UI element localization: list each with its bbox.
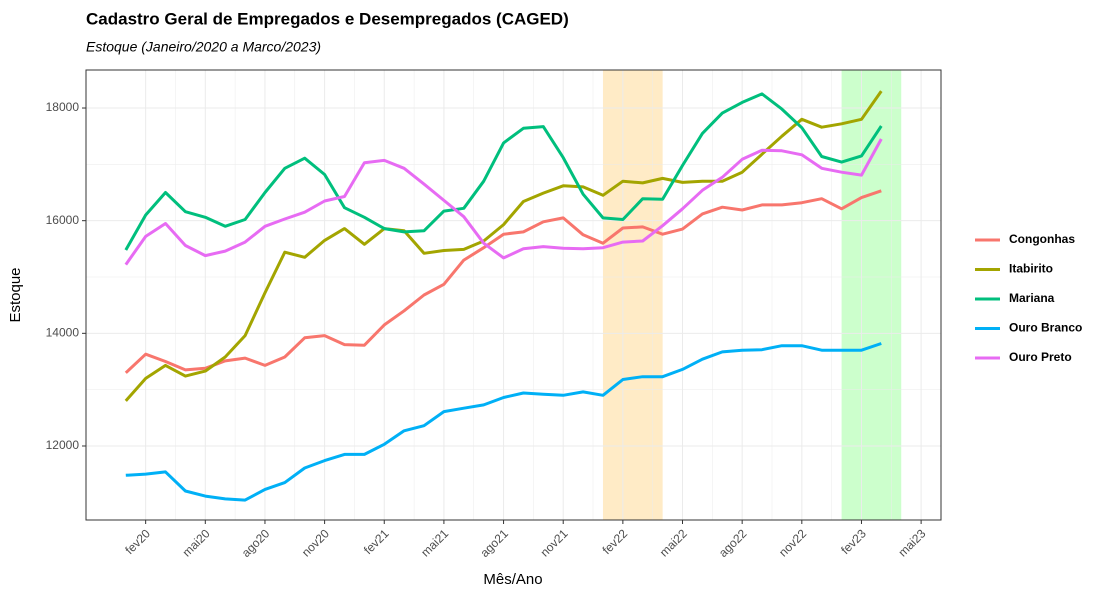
x-tick-label: nov22 xyxy=(776,526,809,559)
x-tick-label: mai22 xyxy=(657,526,690,559)
x-tick-label: nov21 xyxy=(538,526,571,559)
panel xyxy=(86,70,941,520)
y-tick-label: 14000 xyxy=(46,326,80,340)
x-axis-label: Mês/Ano xyxy=(483,571,542,588)
chart-title: Cadastro Geral de Empregados e Desempreg… xyxy=(86,9,569,28)
x-tick-label: ago21 xyxy=(477,526,511,560)
x-tick-label: ago22 xyxy=(716,526,750,560)
y-tick-label: 18000 xyxy=(46,100,80,114)
x-tick-label: mai20 xyxy=(180,526,213,559)
legend-label: Ouro Preto xyxy=(1009,350,1072,364)
x-tick-label: mai23 xyxy=(895,526,928,559)
series-line xyxy=(124,189,882,374)
x-tick-label: nov20 xyxy=(299,526,332,559)
x-tick-label: mai21 xyxy=(418,526,451,559)
x-tick-label: fev21 xyxy=(361,526,392,557)
series-line xyxy=(124,138,883,266)
x-tick-label: fev22 xyxy=(600,526,631,557)
series-line xyxy=(125,342,882,502)
highlight-band xyxy=(602,70,663,520)
x-tick-label: fev23 xyxy=(838,526,869,557)
legend-label: Itabirito xyxy=(1009,262,1053,276)
y-tick-label: 12000 xyxy=(46,438,80,452)
legend-label: Mariana xyxy=(1009,291,1055,305)
series-line xyxy=(124,92,883,251)
highlight-band xyxy=(841,70,902,520)
chart-subtitle: Estoque (Janeiro/2020 a Marco/2023) xyxy=(86,39,321,55)
y-tick-label: 16000 xyxy=(46,213,80,227)
x-tick-label: ago20 xyxy=(239,526,273,560)
x-tick-label: fev20 xyxy=(122,526,153,557)
legend-label: Congonhas xyxy=(1009,232,1075,246)
legend-label: Ouro Branco xyxy=(1009,321,1082,335)
series-line xyxy=(124,90,883,402)
panel-border xyxy=(85,69,942,521)
y-axis-label: Estoque xyxy=(7,267,24,322)
